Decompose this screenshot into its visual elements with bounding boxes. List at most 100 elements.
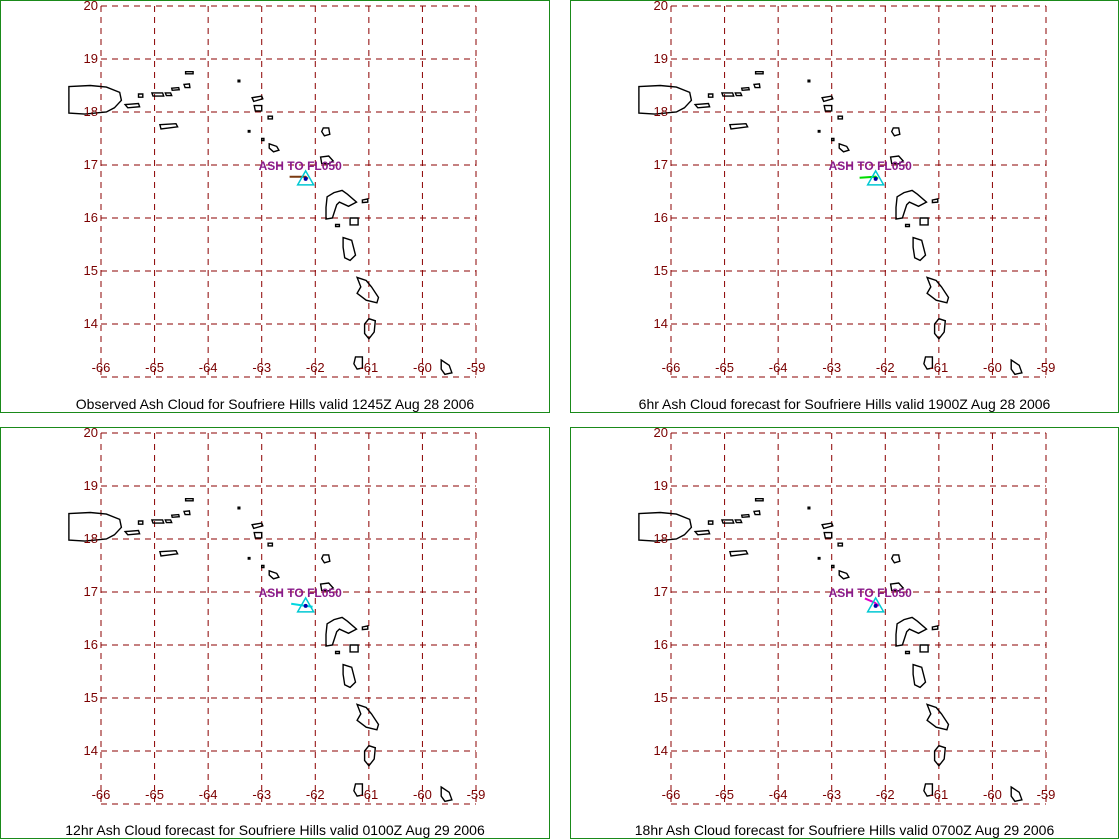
map-panel-observed: 20 19 18 17 16 15 14 -66 -65 -64 -63 -62 -61 -60 -59 AS… bbox=[0, 0, 550, 413]
island-outline bbox=[890, 127, 901, 137]
island-outline bbox=[638, 84, 693, 115]
island-outline bbox=[353, 783, 364, 797]
map-canvas: 20 19 18 17 16 15 14 -66 -65 -64 -63 -62 -61 -60 -59 AS… bbox=[68, 1, 485, 378]
island-outline bbox=[923, 356, 934, 370]
map-canvas: 20 19 18 17 16 15 14 -66 -65 -64 -63 -62 -61 -60 -59 AS… bbox=[638, 1, 1055, 378]
island-outline bbox=[923, 783, 934, 797]
island-outline bbox=[123, 529, 141, 536]
island-outline bbox=[251, 522, 264, 530]
island-outline bbox=[268, 569, 280, 580]
lon-tick-label: -66 bbox=[662, 360, 681, 375]
lon-tick-label: -61 bbox=[359, 360, 378, 375]
lon-tick-label: -64 bbox=[199, 787, 218, 802]
lat-tick-label: 14 bbox=[654, 743, 668, 758]
map-canvas: 20 19 18 17 16 15 14 -66 -65 -64 -63 -62 -61 -60 -59 AS… bbox=[68, 428, 486, 805]
island-outline bbox=[150, 92, 165, 97]
island-outline bbox=[150, 519, 165, 524]
lat-tick-label: 18 bbox=[84, 531, 98, 546]
lat-tick-label: 20 bbox=[654, 428, 668, 440]
lon-tick-label: -61 bbox=[359, 787, 378, 802]
lon-tick-label: -63 bbox=[252, 787, 271, 802]
island-outline bbox=[251, 95, 264, 103]
lon-tick-label: -65 bbox=[715, 787, 734, 802]
lon-tick-label: -66 bbox=[92, 360, 111, 375]
island-outline bbox=[707, 93, 714, 98]
island-outline bbox=[320, 127, 331, 137]
lat-tick-label: 14 bbox=[654, 316, 668, 331]
island-outline bbox=[823, 531, 833, 539]
island-outline bbox=[890, 554, 901, 564]
island-outline bbox=[912, 663, 927, 689]
island-outline bbox=[753, 83, 761, 89]
lat-tick-label: 18 bbox=[84, 104, 98, 119]
lon-tick-label: -66 bbox=[662, 787, 681, 802]
island-outline bbox=[268, 142, 280, 153]
lon-tick-label: -63 bbox=[822, 360, 841, 375]
lon-tick-label: -62 bbox=[306, 787, 325, 802]
island-outline bbox=[320, 554, 331, 564]
lon-tick-label: -59 bbox=[467, 787, 486, 802]
island-outline bbox=[734, 92, 743, 97]
island-outline bbox=[1010, 785, 1023, 803]
island-outline bbox=[821, 522, 834, 530]
island-outline bbox=[889, 582, 905, 592]
island-outline bbox=[159, 549, 179, 557]
island-outline bbox=[325, 616, 358, 647]
lon-tick-label: -62 bbox=[876, 787, 895, 802]
island-outline bbox=[754, 70, 764, 75]
island-outline bbox=[740, 86, 751, 92]
island-outline bbox=[349, 217, 359, 226]
island-outline bbox=[164, 92, 173, 97]
ash-annotation-label: ASH TO FL050 bbox=[829, 586, 912, 600]
island-outline bbox=[693, 529, 711, 536]
lon-tick-label: -64 bbox=[769, 787, 788, 802]
island-outline bbox=[334, 650, 341, 655]
island-outline bbox=[837, 542, 844, 547]
island-outline bbox=[170, 86, 181, 92]
island-outline bbox=[159, 122, 179, 130]
island-outline bbox=[342, 663, 357, 689]
lat-tick-label: 14 bbox=[84, 316, 98, 331]
island-outline bbox=[261, 137, 265, 142]
island-outline bbox=[889, 155, 905, 165]
island-outline bbox=[904, 223, 911, 228]
island-outline bbox=[170, 513, 181, 519]
island-outline bbox=[68, 84, 123, 115]
lon-tick-label: -66 bbox=[92, 787, 111, 802]
island-outline bbox=[754, 497, 764, 502]
lon-tick-label: -62 bbox=[306, 360, 325, 375]
island-outline bbox=[729, 122, 749, 130]
island-outline bbox=[931, 198, 939, 204]
island-outline bbox=[817, 556, 821, 560]
island-outline bbox=[817, 129, 821, 133]
island-outline bbox=[349, 644, 359, 653]
lat-tick-label: 15 bbox=[654, 690, 668, 705]
volcano-triangle-icon bbox=[296, 169, 315, 186]
island-outline bbox=[123, 102, 141, 109]
island-outline bbox=[1010, 358, 1023, 376]
island-outline bbox=[919, 644, 929, 653]
vent-dot bbox=[873, 603, 878, 608]
island-outline bbox=[261, 564, 265, 569]
lat-tick-label: 16 bbox=[84, 637, 98, 652]
lat-tick-label: 15 bbox=[654, 263, 668, 278]
island-outline bbox=[164, 519, 173, 524]
island-outline bbox=[831, 564, 835, 569]
island-outline bbox=[253, 104, 263, 112]
island-outline bbox=[729, 549, 749, 557]
island-outline bbox=[237, 79, 241, 83]
island-outline bbox=[693, 102, 711, 109]
lon-tick-label: -60 bbox=[413, 360, 432, 375]
island-outline bbox=[895, 616, 928, 647]
island-outline bbox=[183, 510, 191, 516]
lat-tick-label: 17 bbox=[654, 157, 668, 172]
coastlines bbox=[68, 497, 453, 803]
island-outline bbox=[184, 497, 194, 502]
island-outline bbox=[925, 703, 950, 731]
volcano-triangle-icon bbox=[866, 169, 885, 186]
island-outline bbox=[734, 519, 743, 524]
island-outline bbox=[361, 625, 369, 631]
island-outline bbox=[247, 129, 251, 133]
island-outline bbox=[912, 236, 927, 262]
island-outline bbox=[707, 520, 714, 525]
